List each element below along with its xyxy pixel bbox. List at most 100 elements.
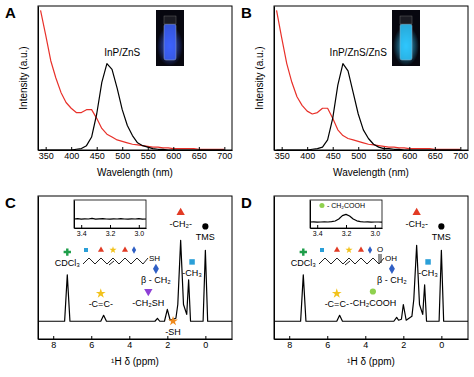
annotation-marker [300,248,307,255]
x-axis: 350400450500550600650700 [39,147,233,161]
x-tick-label: 350 [275,151,290,161]
structure-marker [368,246,372,253]
annotation: -SH [165,327,181,337]
x-tick: 650 [192,147,207,161]
annotation-marker [202,223,208,229]
x-tick-mark [403,336,404,339]
x-tick: 550 [141,147,156,161]
y-axis-line [74,201,75,229]
x-tick-label: 3.0 [134,230,144,237]
x-tick: 600 [166,147,181,161]
inset-frame [74,200,146,228]
x-tick-mark [282,147,283,150]
panel: 86420CDCl₃-C=C--CH₂COOHβ - CH₂-CH₂--CH₃T… [274,196,469,350]
annotation: CDCl₃ [55,258,80,268]
x-tick: 6 [325,336,330,350]
annotation-marker [370,288,376,294]
x-axis-title: Wavelength (nm) [333,167,409,178]
x-tick-label: 4 [127,340,132,350]
annotation-marker [153,264,159,274]
x-tick-mark [365,336,366,339]
x-tick-mark [441,336,442,339]
structure-marker [358,246,364,251]
x-tick-mark [173,147,174,150]
x-tick-label: 2 [401,340,406,350]
structure-carbonyl [381,254,382,263]
x-tick-label: 500 [115,151,130,161]
x-tick-mark [333,147,334,150]
annotation-marker [176,208,184,215]
x-tick: 550 [377,147,392,161]
annotation: -CH₂- [405,219,428,229]
x-tick: 500 [115,147,130,161]
x-tick-mark [289,336,290,339]
panel: 86420CDCl₃-C=C--CH₂SHβ - CH₂-CH₂--CH₃TMS… [38,196,233,350]
annotation: -C=C- [325,299,349,309]
annotation: -CH₃ [418,268,438,278]
inset: 3.43.23.0- CH₂COOH [310,200,383,237]
plot-frame [274,6,468,150]
plot-area [310,214,382,222]
x-tick: 350 [39,147,54,161]
y-axis-line [274,7,275,151]
y-axis-title: Intensity (a.u.) [254,46,265,109]
photo-inset [156,10,184,66]
x-axis: 3.43.23.0 [75,225,147,237]
structure-marker [84,248,88,252]
x-tick-mark [375,225,376,228]
x-tick-label: 400 [64,151,79,161]
annotation: TMS [196,232,215,242]
plot-area [274,245,468,321]
x-tick-label: 600 [166,151,181,161]
x-tick: 0 [203,336,208,350]
x-tick: 700 [453,147,468,161]
x-tick-label: 3.2 [342,230,352,237]
x-tick-mark [346,225,347,228]
x-tick-mark [224,147,225,150]
panel: 350400450500550600650700InP/ZnS/ZnS [274,6,469,161]
annotation: -CH₂- [169,219,192,229]
structure-label: OH [385,254,397,263]
annotation: InP/ZnS [104,47,140,58]
x-tick: 4 [363,336,368,350]
panel-letter: D [241,194,252,211]
structure-marker [109,246,116,253]
x-tick-label: 3.4 [77,230,87,237]
photo-inset [392,10,420,66]
plot-area [74,218,146,220]
annotation-marker [412,208,420,215]
y-axis-line [38,197,39,340]
x-tick: 3.2 [342,225,352,237]
y-axis [274,197,275,340]
inset-frame [310,200,382,228]
annotation-marker [425,259,430,264]
y-axis-line [38,7,39,151]
annotation: - CH₂COOH [327,202,365,209]
x-tick-mark [460,147,461,150]
x-tick: 0 [439,336,444,350]
x-tick: 500 [351,147,366,161]
x-tick-mark [317,225,318,228]
x-tick: 6 [89,336,94,350]
x-tick-label: 650 [192,151,207,161]
spectrum-line [74,218,146,220]
photo-background [392,10,420,66]
x-tick: 700 [217,147,232,161]
spectrum-line [310,214,382,222]
x-tick-mark [81,225,82,228]
structure-label: O [377,245,383,254]
annotation: β - CH₂ [377,275,407,285]
x-tick: 400 [64,147,79,161]
annotation: -CH₂COOH [350,298,397,308]
x-axis-title: ¹H δ (ppm) [347,356,395,367]
x-tick-mark [91,336,92,339]
annotation-marker [438,223,444,229]
x-tick-mark [122,147,123,150]
x-tick-label: 450 [326,151,341,161]
structure-marker [345,246,352,253]
inset: 3.43.23.0 [74,200,147,237]
x-tick-mark [205,336,206,339]
x-tick-label: 6 [89,340,94,350]
y-axis-line [274,197,275,340]
plot-area [38,240,232,321]
